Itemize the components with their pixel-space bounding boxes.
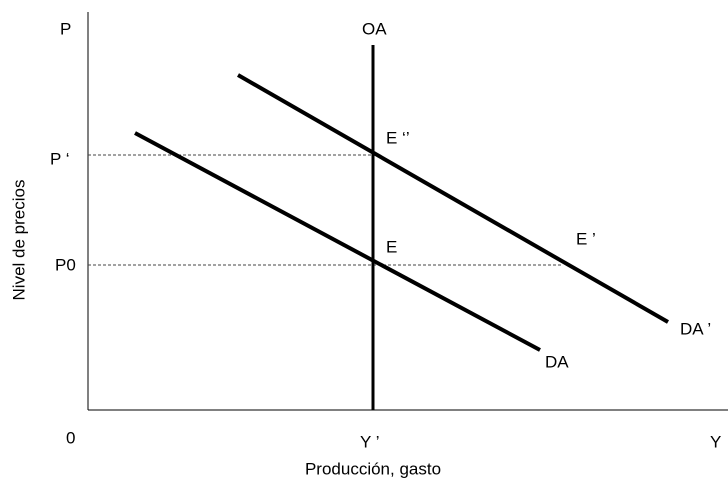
y-prime-label: Y ’ — [360, 432, 380, 451]
p-prime-label: P ‘ — [50, 149, 70, 168]
y-end-label: P — [60, 19, 71, 38]
demand-curve — [134, 131, 541, 352]
point-e: E — [386, 237, 397, 256]
demand-shifted-label: DA ’ — [680, 319, 711, 338]
point-e-prime: E ’ — [576, 229, 596, 248]
origin-label: 0 — [66, 428, 75, 447]
point-e-double: E ‘’ — [386, 128, 410, 147]
p0-label: P0 — [55, 255, 76, 274]
x-axis-title: Producción, gasto — [305, 459, 441, 478]
supply-label: OA — [362, 19, 387, 38]
y-axis-title: Nivel de precios — [9, 180, 28, 301]
x-end-label: Y — [710, 432, 721, 451]
demand-label: DA — [545, 352, 569, 371]
demand-shifted-curve — [237, 73, 669, 324]
